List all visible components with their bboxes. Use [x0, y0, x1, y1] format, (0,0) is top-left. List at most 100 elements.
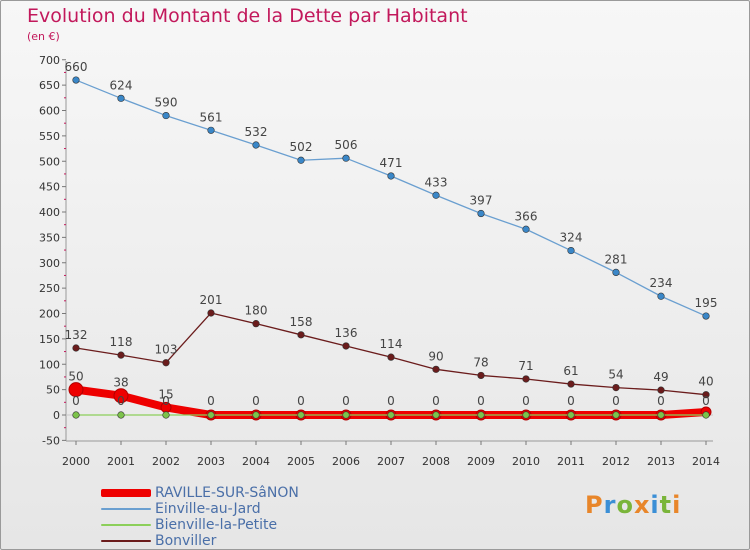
data-point [162, 359, 170, 367]
series-line [75, 79, 707, 317]
y-tick-label: 600 [39, 105, 60, 118]
data-point [567, 411, 575, 419]
data-label: 0 [477, 394, 485, 408]
x-tick-label: 2000 [62, 455, 90, 468]
x-tick-label: 2001 [107, 455, 135, 468]
data-point [387, 411, 395, 419]
y-tick-label: 200 [39, 308, 60, 321]
data-point [567, 246, 575, 255]
legend-swatch [101, 540, 151, 542]
x-tick-label: 2007 [377, 455, 405, 468]
x-tick-label: 2012 [602, 455, 630, 468]
y-tick-label: 0 [53, 409, 60, 422]
logo-letter: t [659, 491, 673, 519]
data-label: 0 [207, 394, 215, 408]
data-label: 49 [653, 370, 668, 384]
x-tick-label: 2014 [692, 455, 720, 468]
data-label: 38 [113, 376, 128, 390]
logo-letter: x [633, 491, 651, 519]
legend-label: Bienville-la-Petite [155, 517, 278, 533]
y-tick-label: 450 [39, 181, 60, 194]
data-point [117, 94, 125, 102]
legend-item: Bienville-la-Petite [101, 517, 299, 533]
data-point [72, 76, 80, 84]
data-label: 103 [155, 343, 178, 357]
data-point [297, 411, 305, 419]
proxiti-logo: Proxiti [585, 491, 681, 519]
data-label: 50 [68, 370, 83, 384]
data-label: 0 [162, 394, 170, 408]
data-label: 624 [110, 78, 133, 92]
legend-label: Einville-au-Jard [155, 501, 261, 517]
x-tick-label: 2011 [557, 455, 585, 468]
y-tick-label: 150 [39, 333, 60, 346]
data-point [432, 191, 440, 199]
logo-letter: r [603, 491, 617, 519]
legend-item: Einville-au-Jard [101, 501, 299, 517]
data-label: 201 [200, 293, 223, 307]
logo-letter: o [616, 491, 634, 519]
data-point [612, 411, 620, 419]
y-tick-label: 350 [39, 231, 60, 244]
data-point [117, 411, 125, 419]
data-label: 180 [245, 304, 268, 318]
x-tick-label: 2008 [422, 455, 450, 468]
data-point [657, 411, 665, 419]
data-point [702, 411, 710, 419]
y-tick-label: 650 [39, 79, 60, 92]
data-point [657, 292, 665, 300]
x-tick-label: 2010 [512, 455, 540, 468]
y-tick-label: 50 [46, 384, 60, 397]
y-tick-label: 400 [39, 206, 60, 219]
y-tick-label: 300 [39, 257, 60, 270]
data-point [297, 331, 305, 339]
data-label: 532 [245, 125, 268, 139]
data-point [522, 411, 530, 419]
y-tick-label: 100 [39, 358, 60, 371]
data-point [72, 344, 80, 352]
x-tick-label: 2002 [152, 455, 180, 468]
data-label: 234 [650, 276, 673, 290]
data-label: 158 [290, 315, 313, 329]
data-label: 0 [297, 394, 305, 408]
data-label: 61 [563, 364, 578, 378]
data-label: 366 [515, 209, 538, 223]
y-tick-label: 500 [39, 155, 60, 168]
data-label: 0 [567, 394, 575, 408]
legend-swatch [101, 489, 151, 497]
data-label: 471 [380, 156, 403, 170]
data-label: 0 [72, 394, 80, 408]
logo-letter: i [672, 491, 682, 519]
data-point [162, 411, 170, 419]
data-label: 561 [200, 110, 223, 124]
x-tick-label: 2009 [467, 455, 495, 468]
data-point [342, 342, 350, 350]
data-point [117, 351, 125, 359]
data-point [432, 411, 440, 419]
chart-title: Evolution du Montant de la Dette par Hab… [27, 5, 468, 27]
x-tick-label: 2003 [197, 455, 225, 468]
data-label: 136 [335, 326, 358, 340]
data-label: 90 [428, 349, 443, 363]
x-tick-label: 2004 [242, 455, 270, 468]
data-point [162, 111, 170, 120]
logo-letter: P [585, 491, 604, 519]
data-point [522, 375, 530, 383]
data-point [252, 141, 260, 149]
data-label: 660 [65, 60, 88, 74]
data-point [207, 309, 215, 317]
data-point [207, 126, 215, 134]
y-tick-label: 250 [39, 282, 60, 295]
data-label: 71 [518, 359, 533, 373]
legend-swatch [101, 508, 151, 510]
y-tick-label: 700 [39, 54, 60, 67]
y-tick-label: -50 [42, 434, 60, 447]
legend-item: RAVILLE-SUR-SâNON [101, 485, 299, 501]
data-point [567, 380, 575, 388]
data-label: 0 [387, 394, 395, 408]
data-point [522, 225, 530, 233]
data-point [207, 411, 215, 419]
x-tick-label: 2006 [332, 455, 360, 468]
logo-letter: i [650, 491, 660, 519]
